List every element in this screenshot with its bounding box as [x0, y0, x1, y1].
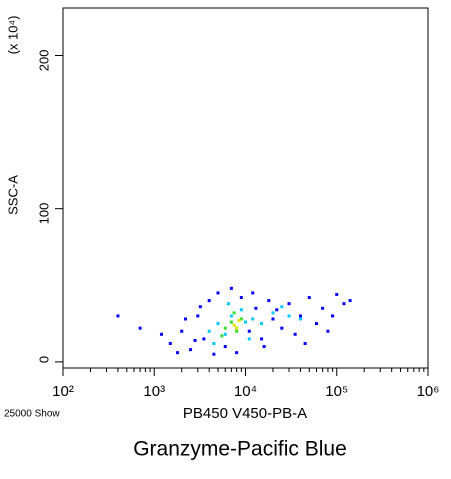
point: [244, 320, 247, 324]
point: [271, 317, 275, 321]
point: [326, 329, 330, 333]
event-count: 25000 Show: [4, 409, 60, 420]
point: [232, 323, 236, 327]
plot-frame: [62, 7, 429, 369]
point: [183, 317, 187, 321]
point: [293, 332, 297, 336]
point: [223, 345, 227, 349]
point: [196, 314, 200, 318]
point: [223, 332, 227, 336]
point: [260, 322, 264, 326]
point: [247, 337, 251, 341]
point: [237, 319, 241, 323]
point: [275, 308, 279, 312]
point: [212, 341, 216, 345]
point: [331, 314, 335, 318]
point: [207, 299, 211, 303]
point: [232, 311, 236, 315]
point: [348, 299, 352, 303]
point: [226, 302, 230, 306]
point: [198, 305, 202, 309]
point: [138, 326, 142, 330]
point: [229, 320, 233, 324]
point: [202, 337, 206, 341]
point: [280, 305, 284, 309]
x-axis-label: PB450 V450-PB-A: [183, 405, 307, 422]
point: [298, 314, 302, 318]
y-tick-label: 100: [36, 203, 51, 225]
point: [189, 348, 193, 352]
point: [315, 322, 319, 326]
point: [229, 286, 233, 290]
point: [168, 341, 172, 345]
point: [260, 337, 264, 341]
point: [193, 338, 197, 342]
point: [307, 296, 311, 300]
point: [254, 306, 258, 310]
point: [176, 351, 180, 355]
point: [235, 351, 239, 355]
point: [239, 308, 243, 312]
point: [321, 306, 325, 310]
point: [220, 334, 224, 338]
x-tick-label: 10⁶: [417, 383, 440, 400]
chart-title: Granzyme-Pacific Blue: [133, 438, 347, 461]
point: [267, 299, 271, 303]
x-tick-label: 10²: [52, 383, 74, 400]
point: [247, 329, 251, 333]
point: [271, 311, 275, 315]
point: [159, 332, 163, 336]
point: [298, 317, 302, 321]
point: [223, 326, 227, 330]
x-tick-label: 10⁵: [325, 383, 348, 400]
y-axis-label: SSC-A: [5, 175, 20, 215]
point: [251, 291, 255, 295]
point: [235, 326, 239, 330]
point: [116, 314, 120, 318]
point: [216, 291, 220, 295]
point: [239, 296, 243, 300]
point: [180, 329, 184, 333]
point: [212, 352, 216, 356]
point: [262, 345, 266, 349]
point: [239, 317, 243, 321]
x-tick-label: 10⁴: [234, 383, 257, 400]
point: [235, 329, 239, 333]
point: [287, 314, 291, 318]
point: [229, 314, 233, 318]
point: [251, 317, 255, 321]
y-tick-label: 200: [36, 49, 51, 71]
point: [280, 326, 284, 330]
point: [303, 341, 307, 345]
y-tick-label: 0: [36, 356, 51, 363]
y-multiplier: (x 10⁴): [5, 16, 20, 55]
point: [287, 302, 291, 306]
point: [207, 329, 211, 333]
point: [342, 302, 346, 306]
point: [216, 322, 220, 326]
x-tick-label: 10³: [143, 383, 165, 400]
point: [335, 292, 339, 296]
